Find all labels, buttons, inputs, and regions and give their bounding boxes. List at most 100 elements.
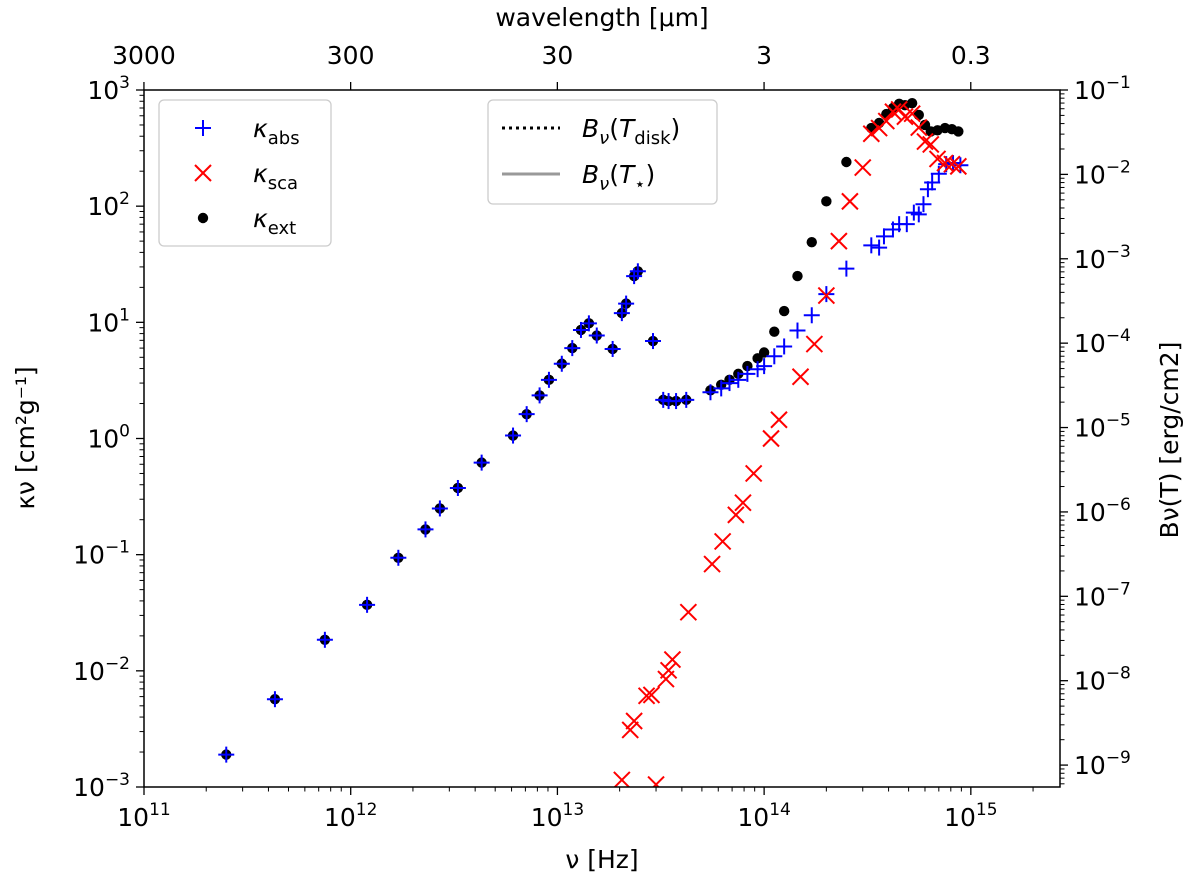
kappa-abs-point xyxy=(898,216,915,233)
kappa-abs-point xyxy=(564,340,581,357)
top-tick-label: 3 xyxy=(756,41,772,70)
kappa-abs-point xyxy=(910,206,927,223)
kappa-sca-point xyxy=(703,555,721,573)
y-left-tick-label: 10−1 xyxy=(73,538,130,570)
kappa-ext-point xyxy=(906,97,918,109)
kappa-ext-point xyxy=(769,326,780,337)
kappa-ext-point xyxy=(806,236,817,248)
y-right-tick-label: 10−3 xyxy=(1074,242,1131,274)
y-right-tick-label: 10−1 xyxy=(1074,73,1131,105)
kappa-abs-point xyxy=(417,521,434,538)
kappa-abs-point xyxy=(749,361,766,378)
y-left-tick-label: 10−2 xyxy=(73,654,130,686)
kappa-abs-point xyxy=(531,387,548,404)
legends: κabs κsca κext Bν(Tdisk) Bν(T⋆) xyxy=(158,99,718,247)
kappa-sca-point xyxy=(727,506,745,524)
kappa-abs-point xyxy=(588,327,605,344)
kappa-abs-point xyxy=(518,406,535,423)
kappa-sca-point xyxy=(625,712,643,730)
legend-label-sca: κsca xyxy=(253,159,298,194)
kappa-ext-point xyxy=(758,347,770,358)
kappa-abs-point xyxy=(875,228,892,245)
kappa-abs-point xyxy=(756,358,773,375)
legend-marker-plus xyxy=(195,120,211,136)
kappa-sca-point xyxy=(910,118,928,137)
kappa-sca-point xyxy=(770,411,788,429)
kappa-abs-point xyxy=(316,631,333,648)
plot-area xyxy=(218,97,969,787)
kappa-sca-point xyxy=(642,686,661,704)
kappa-abs-point xyxy=(572,321,589,338)
left-axis-label: κν [cm²g⁻¹] xyxy=(11,366,40,509)
x-axis-label: ν [Hz] xyxy=(565,845,638,874)
y-left-tick-label: 10−3 xyxy=(73,770,130,802)
kappa-abs-point xyxy=(721,375,738,392)
kappa-sca-point xyxy=(805,335,824,353)
kappa-abs-point xyxy=(730,371,747,388)
x-tick-label: 1012 xyxy=(324,800,377,832)
y-right-tick-label: 10−4 xyxy=(1074,326,1131,358)
kappa-abs-point xyxy=(629,263,646,280)
y-right-tick-label: 10−9 xyxy=(1074,748,1131,780)
kappa-abs-point xyxy=(505,427,522,444)
x-tick-label: 1015 xyxy=(944,800,997,832)
kappa-abs-point xyxy=(604,340,621,357)
legend-markers: κabs κsca κext xyxy=(158,99,332,247)
legend-label-abs: κabs xyxy=(253,114,300,149)
kappa-sca-point xyxy=(762,429,780,448)
kappa-abs-point xyxy=(553,355,570,372)
kappa-sca-point xyxy=(841,192,859,211)
kappa-abs-point xyxy=(359,596,376,613)
kappa-abs-point xyxy=(449,479,466,496)
kappa-sca-point xyxy=(659,661,678,680)
kappa-abs-point xyxy=(766,348,783,365)
legend-label-ext: κext xyxy=(253,204,296,239)
kappa-sca-point xyxy=(817,286,836,305)
kappa-abs-point xyxy=(613,305,630,322)
kappa-abs-point xyxy=(803,307,820,324)
kappa-sca-point xyxy=(663,650,682,669)
kappa-abs-point xyxy=(838,260,855,277)
kappa-ext-point xyxy=(792,270,803,282)
y-right-tick-label: 10−7 xyxy=(1074,579,1131,611)
kappa-sca-point xyxy=(679,603,698,621)
x-tick-label: 1014 xyxy=(737,800,790,832)
kappa-abs-point xyxy=(540,371,557,388)
legend-label-dotted: Bν(Tdisk) xyxy=(582,114,680,149)
y-left-tick-label: 103 xyxy=(87,73,130,105)
kappa-abs-point xyxy=(871,239,888,256)
legend-markers-box xyxy=(158,99,332,247)
top-tick-label: 0.3 xyxy=(951,41,991,70)
top-tick-label: 300 xyxy=(327,41,375,70)
legend-lines-box xyxy=(487,99,718,205)
kappa-sca-point xyxy=(637,687,656,705)
kappa-sca-point xyxy=(884,103,902,121)
kappa-ext-point xyxy=(841,156,852,168)
kappa-sca-point xyxy=(936,154,954,172)
kappa-ext-point xyxy=(953,126,964,137)
y-left-tick-label: 101 xyxy=(87,305,130,337)
kappa-abs-point xyxy=(580,315,597,332)
kappa-sca-point xyxy=(916,132,934,151)
kappa-abs-point xyxy=(266,691,283,708)
kappa-sca-point xyxy=(943,155,961,173)
right-axis-label: Bν(T) [erg/cm2] xyxy=(1155,342,1184,539)
kappa-ext-point xyxy=(778,305,790,317)
kappa-abs-point xyxy=(218,746,235,763)
legend-marker-x xyxy=(194,164,212,182)
y-right-tick-label: 10−8 xyxy=(1074,664,1131,696)
kappa-abs-point xyxy=(924,174,941,191)
y-left-tick-label: 102 xyxy=(87,189,130,221)
kappa-abs-point xyxy=(431,500,448,517)
y-right-tick-label: 10−5 xyxy=(1074,411,1131,443)
kappa-abs-point xyxy=(789,322,806,339)
kappa-sca-point xyxy=(744,464,763,483)
kappa-abs-point xyxy=(390,549,407,566)
top-axis-label: wavelength [μm] xyxy=(495,3,708,32)
legend-marker-dot xyxy=(197,212,209,224)
kappa-abs-point xyxy=(702,384,719,401)
y-left-tick-label: 100 xyxy=(87,422,130,454)
kappa-abs-point xyxy=(668,393,685,410)
top-tick-label: 30 xyxy=(541,41,573,70)
